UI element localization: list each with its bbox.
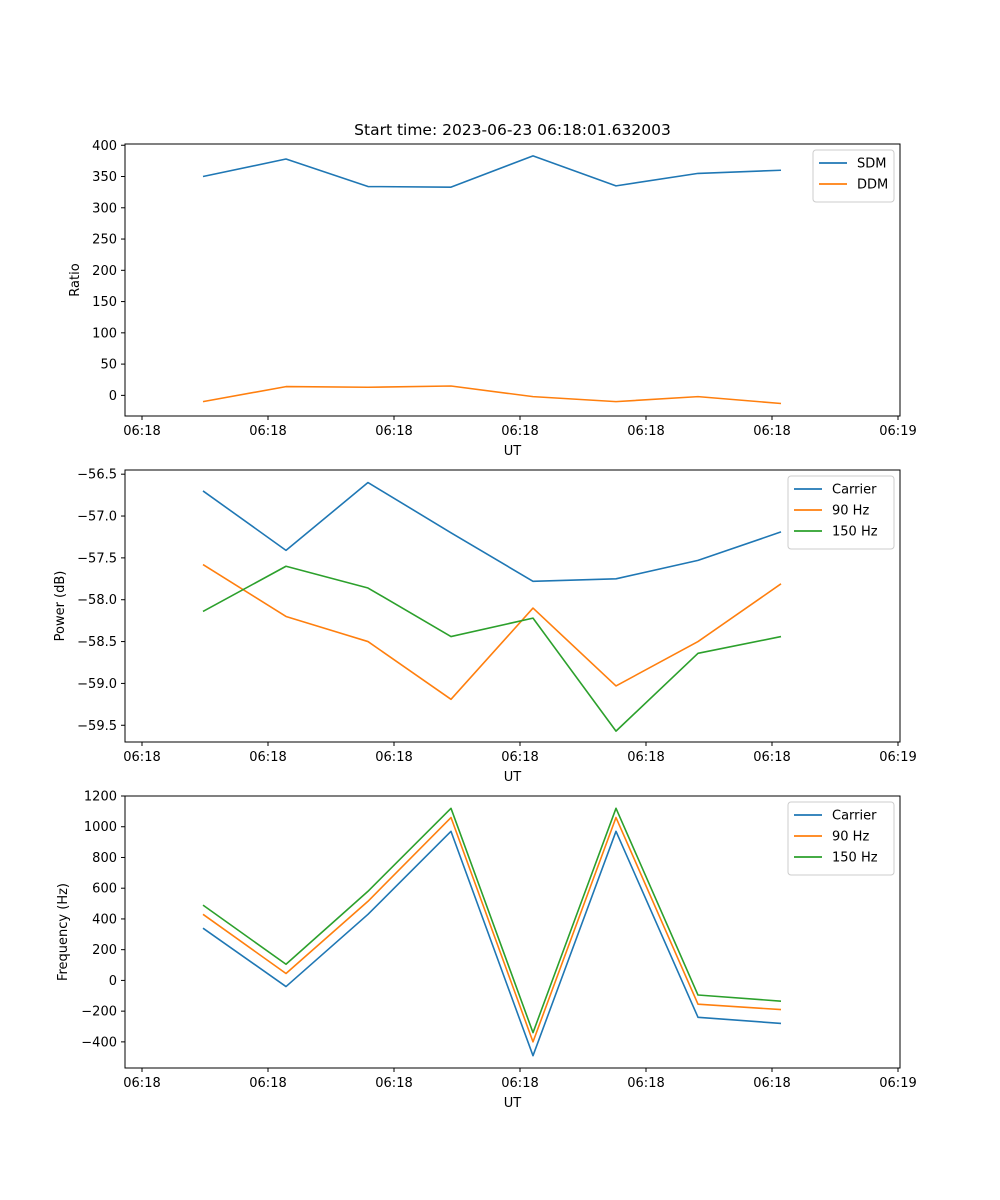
series-line-90-hz [202,816,782,1043]
series-line-ddm [202,385,782,405]
x-tick-label: 06:18 [501,424,538,439]
y-tick-label: 200 [92,943,117,958]
x-tick-label: 06:18 [753,424,790,439]
y-tick-label: −200 [81,1005,117,1020]
x-tick-label: 06:18 [375,424,412,439]
series-line-90-hz [202,563,782,701]
y-tick-label: −58.5 [77,635,117,650]
y-tick-label: −57.5 [77,551,117,566]
ratio-series-group [202,155,782,405]
x-tick-label: 06:18 [123,1076,160,1091]
x-tick-label: 06:18 [249,424,286,439]
legend-label: 90 Hz [832,830,869,845]
y-tick-label: 50 [100,358,117,373]
y-tick-label: −59.0 [77,677,117,692]
axes-frame [124,469,901,743]
series-line-carrier [202,830,782,1057]
legend-label: SDM [857,157,886,172]
series-line-150-hz [202,565,782,732]
y-tick-label: 200 [92,264,117,279]
y-tick-label: 150 [92,295,117,310]
y-tick-label: 1000 [84,820,117,835]
x-axis-label: UT [504,1096,522,1111]
x-tick-label: 06:18 [249,1076,286,1091]
x-tick-label: 06:18 [501,750,538,765]
y-tick-label: −400 [81,1035,117,1050]
frequency-series-group [202,807,782,1057]
x-axis-label: UT [504,444,522,459]
legend: Carrier 90 Hz 150 Hz [787,801,895,876]
series-line-sdm [202,155,782,188]
legend-label: 150 Hz [832,525,878,540]
x-tick-label: 06:18 [753,1076,790,1091]
y-tick-label: 350 [92,170,117,185]
y-axis-label: Ratio [68,263,83,296]
y-tick-label: 100 [92,326,117,341]
x-tick-label: 06:18 [501,1076,538,1091]
series-line-150-hz [202,807,782,1034]
y-tick-label: 0 [109,974,117,989]
y-tick-label: 1200 [84,790,117,805]
x-tick-label: 06:19 [879,424,916,439]
y-tick-label: 300 [92,201,117,216]
x-tick-label: 06:18 [123,424,160,439]
y-axis-label: Power (dB) [53,571,68,642]
x-tick-label: 06:18 [375,750,412,765]
frequency-panel: 06:18 06:18 06:18 06:18 06:18 06:18 06:19 −400 −… [56,790,917,1112]
power-panel: 06:18 06:18 06:18 06:18 06:18 06:18 06:19 −56.5… [53,468,917,785]
ratio-panel: Start time: 2023-06-23 06:18:01.632003 06… [68,121,917,459]
y-tick-label: 800 [92,851,117,866]
x-tick-label: 06:19 [879,750,916,765]
y-tick-label: 400 [92,912,117,927]
x-tick-label: 06:18 [627,750,664,765]
series-line-carrier [202,481,782,583]
x-axis-label: UT [504,770,522,785]
legend-label: 150 Hz [832,851,878,866]
legend-label: 90 Hz [832,504,869,519]
x-tick-label: 06:18 [123,750,160,765]
chart-title: Start time: 2023-06-23 06:18:01.632003 [354,121,671,139]
y-tick-label: 0 [109,389,117,404]
y-tick-label: 250 [92,233,117,248]
legend: Carrier 90 Hz 150 Hz [787,475,895,550]
x-tick-label: 06:19 [879,1076,916,1091]
axes-frame [124,795,901,1069]
y-tick-label: −59.5 [77,719,117,734]
legend: SDM DDM [812,149,895,203]
axes-frame [124,143,901,417]
y-tick-label: −58.0 [77,593,117,608]
y-axis-label: Frequency (Hz) [56,883,71,981]
y-tick-label: −56.5 [77,468,117,483]
x-tick-label: 06:18 [627,424,664,439]
x-tick-label: 06:18 [249,750,286,765]
y-tick-label: 600 [92,882,117,897]
legend-label: Carrier [832,483,877,498]
y-tick-label: 400 [92,139,117,154]
x-tick-label: 06:18 [753,750,790,765]
legend-label: DDM [857,178,888,193]
y-tick-label: −57.0 [77,510,117,525]
x-tick-label: 06:18 [627,1076,664,1091]
legend-label: Carrier [832,809,877,824]
power-series-group [202,481,782,732]
x-tick-label: 06:18 [375,1076,412,1091]
